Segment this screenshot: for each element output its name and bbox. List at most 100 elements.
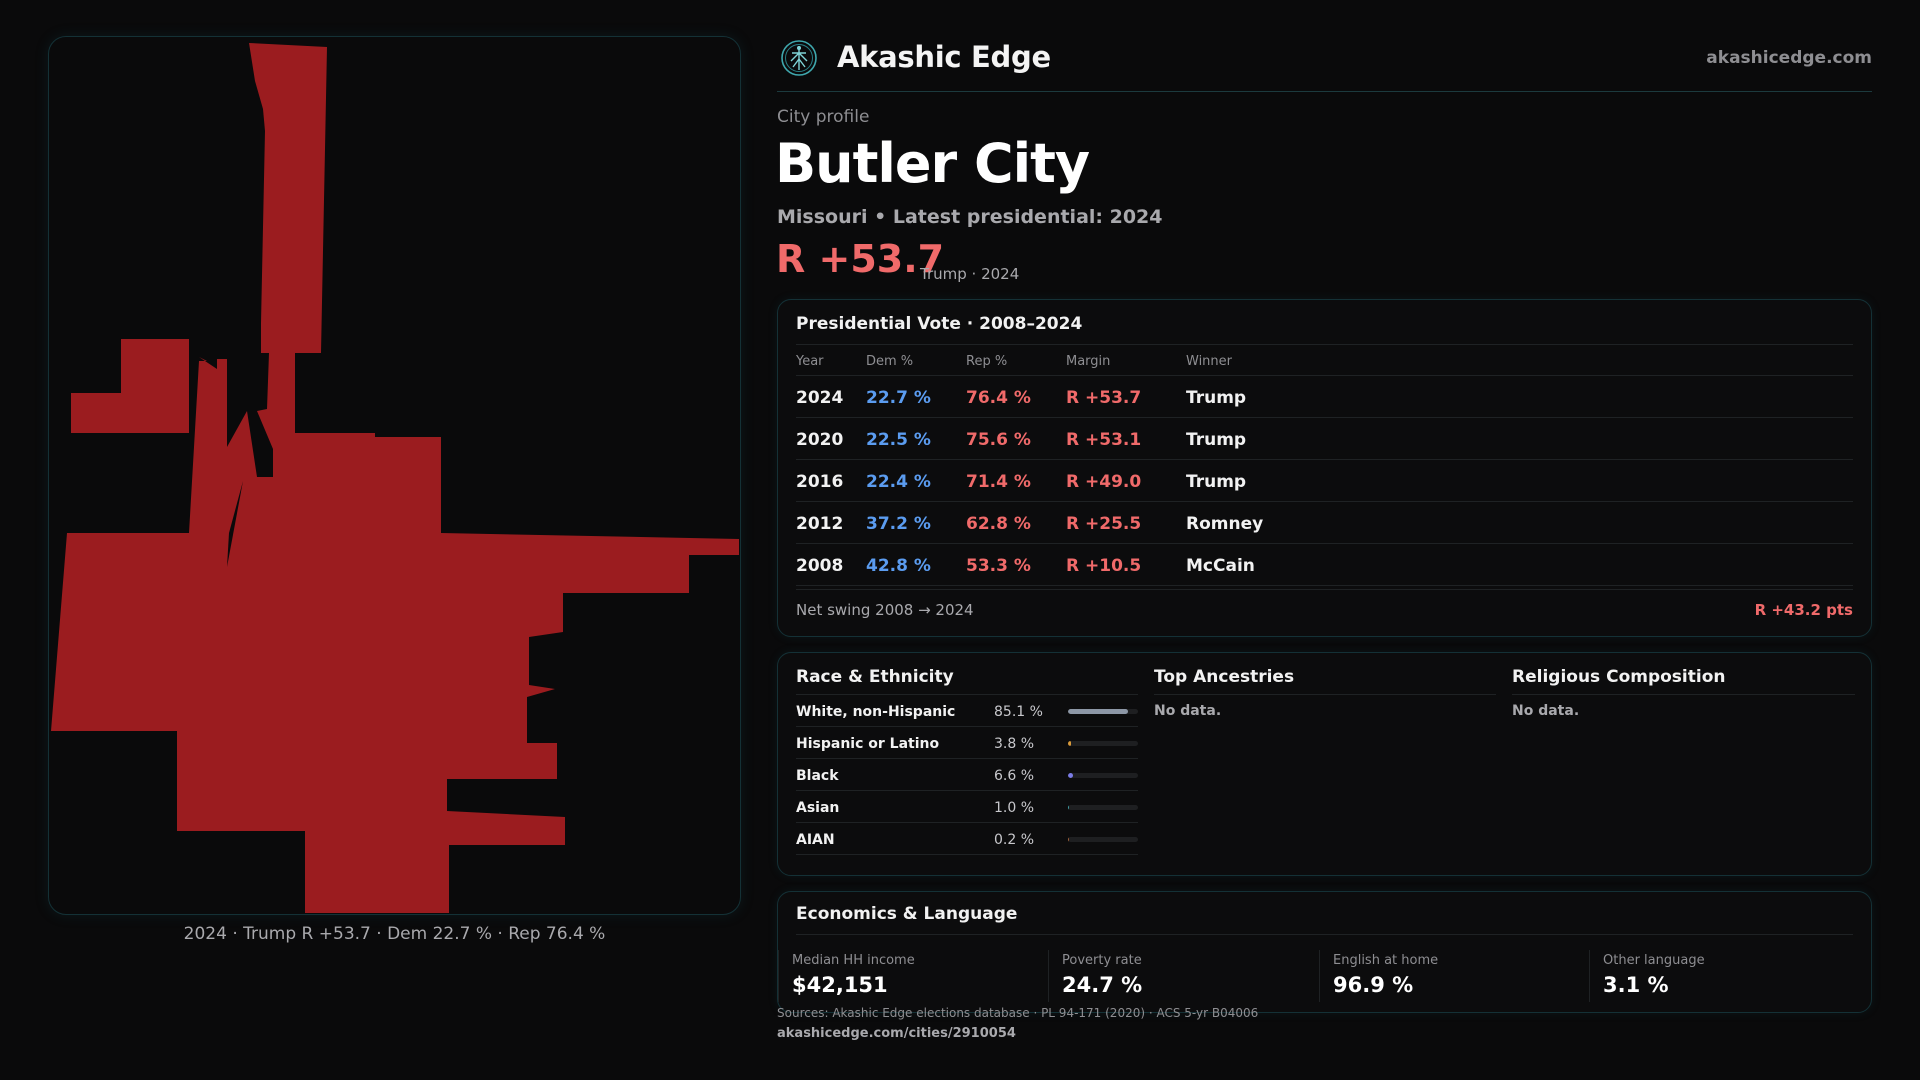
ancestries-section-title: Top Ancestries xyxy=(1154,667,1295,687)
site-link[interactable]: akashicedge.com xyxy=(1706,48,1872,68)
religion-empty-text: No data. xyxy=(1512,703,1580,719)
race-pct: 1.0 % xyxy=(994,800,1035,816)
tree-of-life-icon[interactable] xyxy=(780,39,818,77)
net-swing-value: R +43.2 pts xyxy=(1754,601,1853,619)
row-winner: Trump xyxy=(1186,388,1247,408)
row-year: 2012 xyxy=(796,514,844,534)
race-bar-fill xyxy=(1068,741,1071,746)
race-bar-fill xyxy=(1068,805,1070,810)
race-name: Hispanic or Latino xyxy=(796,736,940,752)
page-kicker: City profile xyxy=(777,107,870,127)
col-header-winner: Winner xyxy=(1186,354,1233,369)
page-subtitle: Missouri • Latest presidential: 2024 xyxy=(777,206,1163,228)
vote-table: Year Dem % Rep % Margin Winner 2024 22.7… xyxy=(796,346,1853,586)
race-bar-fill xyxy=(1068,773,1073,778)
race-bar-fill xyxy=(1068,837,1070,842)
page-title: Butler City xyxy=(775,132,1090,195)
stat-median-income: Median HH income $42,151 xyxy=(778,950,1038,1002)
race-bar xyxy=(1068,837,1138,842)
vote-card-title: Presidential Vote · 2008–2024 xyxy=(796,314,1083,334)
stat-label: Poverty rate xyxy=(1062,953,1142,968)
row-winner: McCain xyxy=(1186,556,1255,576)
ancestries-section: Top Ancestries No data. xyxy=(1154,667,1496,719)
row-dem: 22.5 % xyxy=(866,430,931,450)
sources-note: Sources: Akashic Edge elections database… xyxy=(777,1006,1259,1020)
race-row: White, non-Hispanic 85.1 % xyxy=(796,695,1138,727)
headline-margin: R +53.7 xyxy=(776,237,945,281)
row-rep: 53.3 % xyxy=(966,556,1031,576)
stat-value: 96.9 % xyxy=(1333,973,1414,997)
row-dem: 22.4 % xyxy=(866,472,931,492)
stat-value: 3.1 % xyxy=(1603,973,1669,997)
divider xyxy=(1154,694,1496,695)
row-margin: R +10.5 xyxy=(1066,556,1142,576)
page-url-link[interactable]: akashicedge.com/cities/2910054 xyxy=(777,1026,1016,1041)
race-row: AIAN 0.2 % xyxy=(796,823,1138,855)
net-swing-label: Net swing 2008 → 2024 xyxy=(796,601,974,619)
divider xyxy=(1589,950,1590,1002)
row-year: 2008 xyxy=(796,556,844,576)
city-boundary-shape xyxy=(51,43,739,913)
race-ethnicity-section: Race & Ethnicity White, non-Hispanic 85.… xyxy=(796,667,1138,855)
race-section-title: Race & Ethnicity xyxy=(796,667,954,687)
brand-name[interactable]: Akashic Edge xyxy=(837,40,1051,74)
row-dem: 22.7 % xyxy=(866,388,931,408)
table-row: 2020 22.5 % 75.6 % R +53.1 Trump xyxy=(796,418,1853,460)
row-year: 2016 xyxy=(796,472,844,492)
presidential-vote-card: Presidential Vote · 2008–2024 Year Dem %… xyxy=(777,299,1872,637)
row-dem: 37.2 % xyxy=(866,514,931,534)
col-header-margin: Margin xyxy=(1066,354,1111,369)
divider xyxy=(1319,950,1320,1002)
city-boundary-map xyxy=(51,43,739,913)
race-pct: 85.1 % xyxy=(994,704,1043,720)
stat-value: 24.7 % xyxy=(1062,973,1143,997)
row-year: 2020 xyxy=(796,430,844,450)
ancestries-empty-text: No data. xyxy=(1154,703,1222,719)
divider xyxy=(796,934,1853,935)
religion-section: Religious Composition No data. xyxy=(1512,667,1855,719)
row-winner: Romney xyxy=(1186,514,1264,534)
col-header-year: Year xyxy=(796,354,824,369)
row-margin: R +53.7 xyxy=(1066,388,1142,408)
economics-card-title: Economics & Language xyxy=(796,904,1018,924)
net-swing-row: Net swing 2008 → 2024 R +43.2 pts xyxy=(796,589,1853,623)
row-dem: 42.8 % xyxy=(866,556,931,576)
divider xyxy=(778,950,779,1002)
row-rep: 76.4 % xyxy=(966,388,1031,408)
race-name: AIAN xyxy=(796,832,835,848)
divider xyxy=(796,344,1853,345)
stat-label: English at home xyxy=(1333,953,1439,968)
race-pct: 6.6 % xyxy=(994,768,1035,784)
race-bar xyxy=(1068,741,1138,746)
table-row: 2012 37.2 % 62.8 % R +25.5 Romney xyxy=(796,502,1853,544)
race-list: White, non-Hispanic 85.1 % Hispanic or L… xyxy=(796,695,1138,855)
race-row: Asian 1.0 % xyxy=(796,791,1138,823)
row-margin: R +53.1 xyxy=(1066,430,1142,450)
race-row: Hispanic or Latino 3.8 % xyxy=(796,727,1138,759)
table-row: 2016 22.4 % 71.4 % R +49.0 Trump xyxy=(796,460,1853,502)
race-name: White, non-Hispanic xyxy=(796,704,956,720)
race-name: Black xyxy=(796,768,839,784)
religion-section-title: Religious Composition xyxy=(1512,667,1726,687)
row-rep: 71.4 % xyxy=(966,472,1031,492)
city-boundary-shape-east-notch xyxy=(227,481,243,567)
row-margin: R +25.5 xyxy=(1066,514,1142,534)
table-row: 2008 42.8 % 53.3 % R +10.5 McCain xyxy=(796,544,1853,586)
race-bar xyxy=(1068,805,1138,810)
city-map-panel xyxy=(48,36,741,915)
col-header-dem: Dem % xyxy=(866,354,914,369)
stat-label: Median HH income xyxy=(792,953,915,968)
race-pct: 0.2 % xyxy=(994,832,1035,848)
row-winner: Trump xyxy=(1186,430,1247,450)
race-row: Black 6.6 % xyxy=(796,759,1138,791)
economics-card: Economics & Language Median HH income $4… xyxy=(777,891,1872,1013)
row-winner: Trump xyxy=(1186,472,1247,492)
row-rep: 62.8 % xyxy=(966,514,1031,534)
table-header-row: Year Dem % Rep % Margin Winner xyxy=(796,346,1853,376)
demographics-card: Race & Ethnicity White, non-Hispanic 85.… xyxy=(777,652,1872,876)
race-bar xyxy=(1068,709,1138,714)
row-rep: 75.6 % xyxy=(966,430,1031,450)
divider xyxy=(1048,950,1049,1002)
stat-english-home: English at home 96.9 % xyxy=(1319,950,1579,1002)
race-bar-fill xyxy=(1068,709,1128,714)
